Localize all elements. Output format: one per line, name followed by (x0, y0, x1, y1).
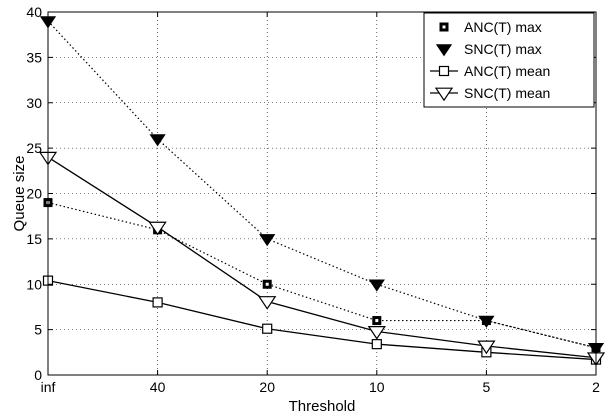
data-point (259, 234, 276, 247)
data-point (149, 134, 166, 147)
legend-entry: ANC(T) max (439, 19, 542, 35)
legend: ANC(T) max SNC(T) max ANC(T) mean SNC(T) me… (423, 12, 595, 108)
data-point (148, 221, 167, 236)
y-tick-label: 40 (26, 4, 42, 20)
data-point-center (375, 319, 379, 323)
data-point (152, 297, 163, 308)
data-point (258, 296, 277, 310)
series-2 (42, 275, 602, 365)
data-point (262, 323, 273, 334)
series-line (47, 279, 597, 361)
legend-label: SNC(T) mean (464, 85, 550, 101)
series-3 (38, 151, 606, 367)
data-point (367, 326, 386, 340)
data-point (368, 279, 385, 292)
y-tick-label: 0 (34, 367, 42, 383)
y-tick-label: 10 (26, 276, 42, 292)
series-line (47, 20, 597, 349)
x-tick-label: 2 (592, 379, 600, 395)
series-0 (43, 198, 601, 353)
y-tick-label: 35 (26, 49, 42, 65)
y-tick-label: 15 (26, 231, 42, 247)
data-point (371, 339, 382, 350)
data-point (478, 315, 495, 328)
legend-box (423, 12, 595, 108)
x-tick-label: 40 (150, 379, 166, 395)
x-tick-label: 20 (259, 379, 275, 395)
legend-entry: SNC(T) mean (430, 85, 550, 102)
x-tick-label: 10 (369, 379, 385, 395)
legend-marker (438, 65, 450, 77)
legend-entry: ANC(T) mean (430, 63, 550, 79)
series-line (47, 201, 597, 349)
legend-marker-center (442, 25, 446, 29)
y-tick-label: 25 (26, 140, 42, 156)
x-tick-label: inf (41, 379, 56, 395)
data-point-center (265, 282, 269, 286)
x-axis-label: Threshold (289, 398, 356, 415)
x-tick-label: 5 (483, 379, 491, 395)
legend-label: ANC(T) max (464, 19, 542, 35)
y-tick-label: 20 (26, 186, 42, 202)
legend-label: ANC(T) mean (464, 63, 550, 79)
legend-label: SNC(T) max (464, 41, 542, 57)
legend-marker (435, 44, 453, 57)
legend-marker (434, 87, 454, 102)
y-tick-label: 30 (26, 95, 42, 111)
series-line (47, 156, 597, 359)
data-point (477, 340, 496, 355)
y-tick-label: 5 (34, 322, 42, 338)
legend-entry: SNC(T) max (435, 41, 542, 57)
y-axis-label: Queue size (11, 156, 28, 232)
